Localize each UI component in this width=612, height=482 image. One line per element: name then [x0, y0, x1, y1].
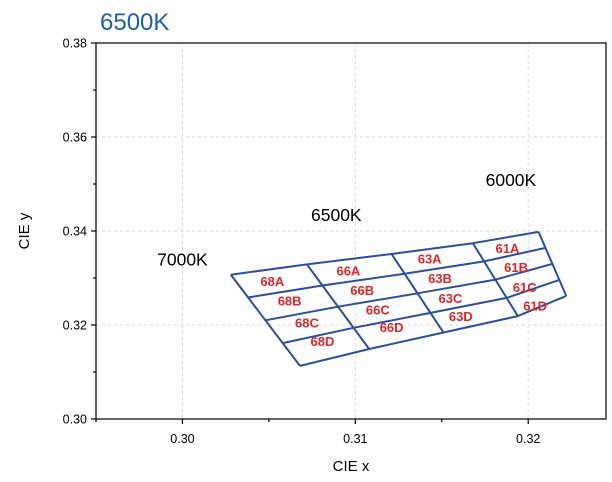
bin-row-line	[282, 278, 560, 345]
axis-ticks: 0.30 0.32 0.34 0.36 0.38 0.30 0.31 0.32	[63, 37, 541, 447]
bin-label: 63B	[428, 271, 452, 286]
y-tick-label: 0.32	[63, 319, 87, 333]
y-tick-label: 0.34	[63, 225, 87, 239]
bin-row-line	[247, 246, 546, 299]
y-tick-label: 0.30	[63, 413, 87, 427]
bin-label: 66B	[350, 283, 374, 298]
bin-row-line	[230, 230, 539, 276]
bin-label: 63A	[418, 252, 442, 267]
bin-row-line	[265, 262, 553, 322]
cct-annotations: 7000K 6500K 6000K	[157, 170, 536, 269]
bin-label: 66D	[380, 320, 404, 335]
cct-annotation: 6500K	[311, 205, 362, 225]
x-axis-title: CIE x	[333, 458, 370, 475]
bin-label: 61A	[496, 241, 520, 256]
bin-label: 66A	[336, 263, 360, 278]
y-tick-label: 0.36	[63, 131, 87, 145]
bin-label: 61C	[513, 280, 537, 295]
bin-labels: 68A 68B 68C 68D 66A 66B 66C 66D 63A 63B 63C 63D 61A 6…	[260, 241, 547, 349]
bin-label: 68B	[278, 294, 302, 309]
x-tick-label: 0.30	[170, 432, 194, 446]
bin-label: 61B	[504, 260, 528, 275]
bin-label: 68D	[311, 334, 335, 349]
y-axis-title: CIE y	[16, 212, 33, 249]
bin-row-line	[299, 294, 567, 367]
bin-label: 68C	[295, 316, 319, 331]
bin-label: 63D	[449, 309, 473, 324]
cct-annotation: 7000K	[157, 250, 208, 270]
chart-title: 6500K	[100, 9, 169, 36]
bin-column-line	[537, 231, 568, 297]
grid-lines	[96, 43, 606, 419]
bin-label: 63C	[438, 291, 462, 306]
bin-label: 66C	[366, 302, 390, 317]
cct-annotation: 6000K	[486, 170, 537, 190]
x-tick-label: 0.32	[516, 432, 540, 446]
bin-label: 68A	[260, 274, 284, 289]
x-tick-label: 0.31	[343, 432, 367, 446]
bin-label: 61D	[523, 299, 547, 314]
y-tick-label: 0.38	[63, 37, 87, 51]
bin-grid	[230, 230, 568, 367]
